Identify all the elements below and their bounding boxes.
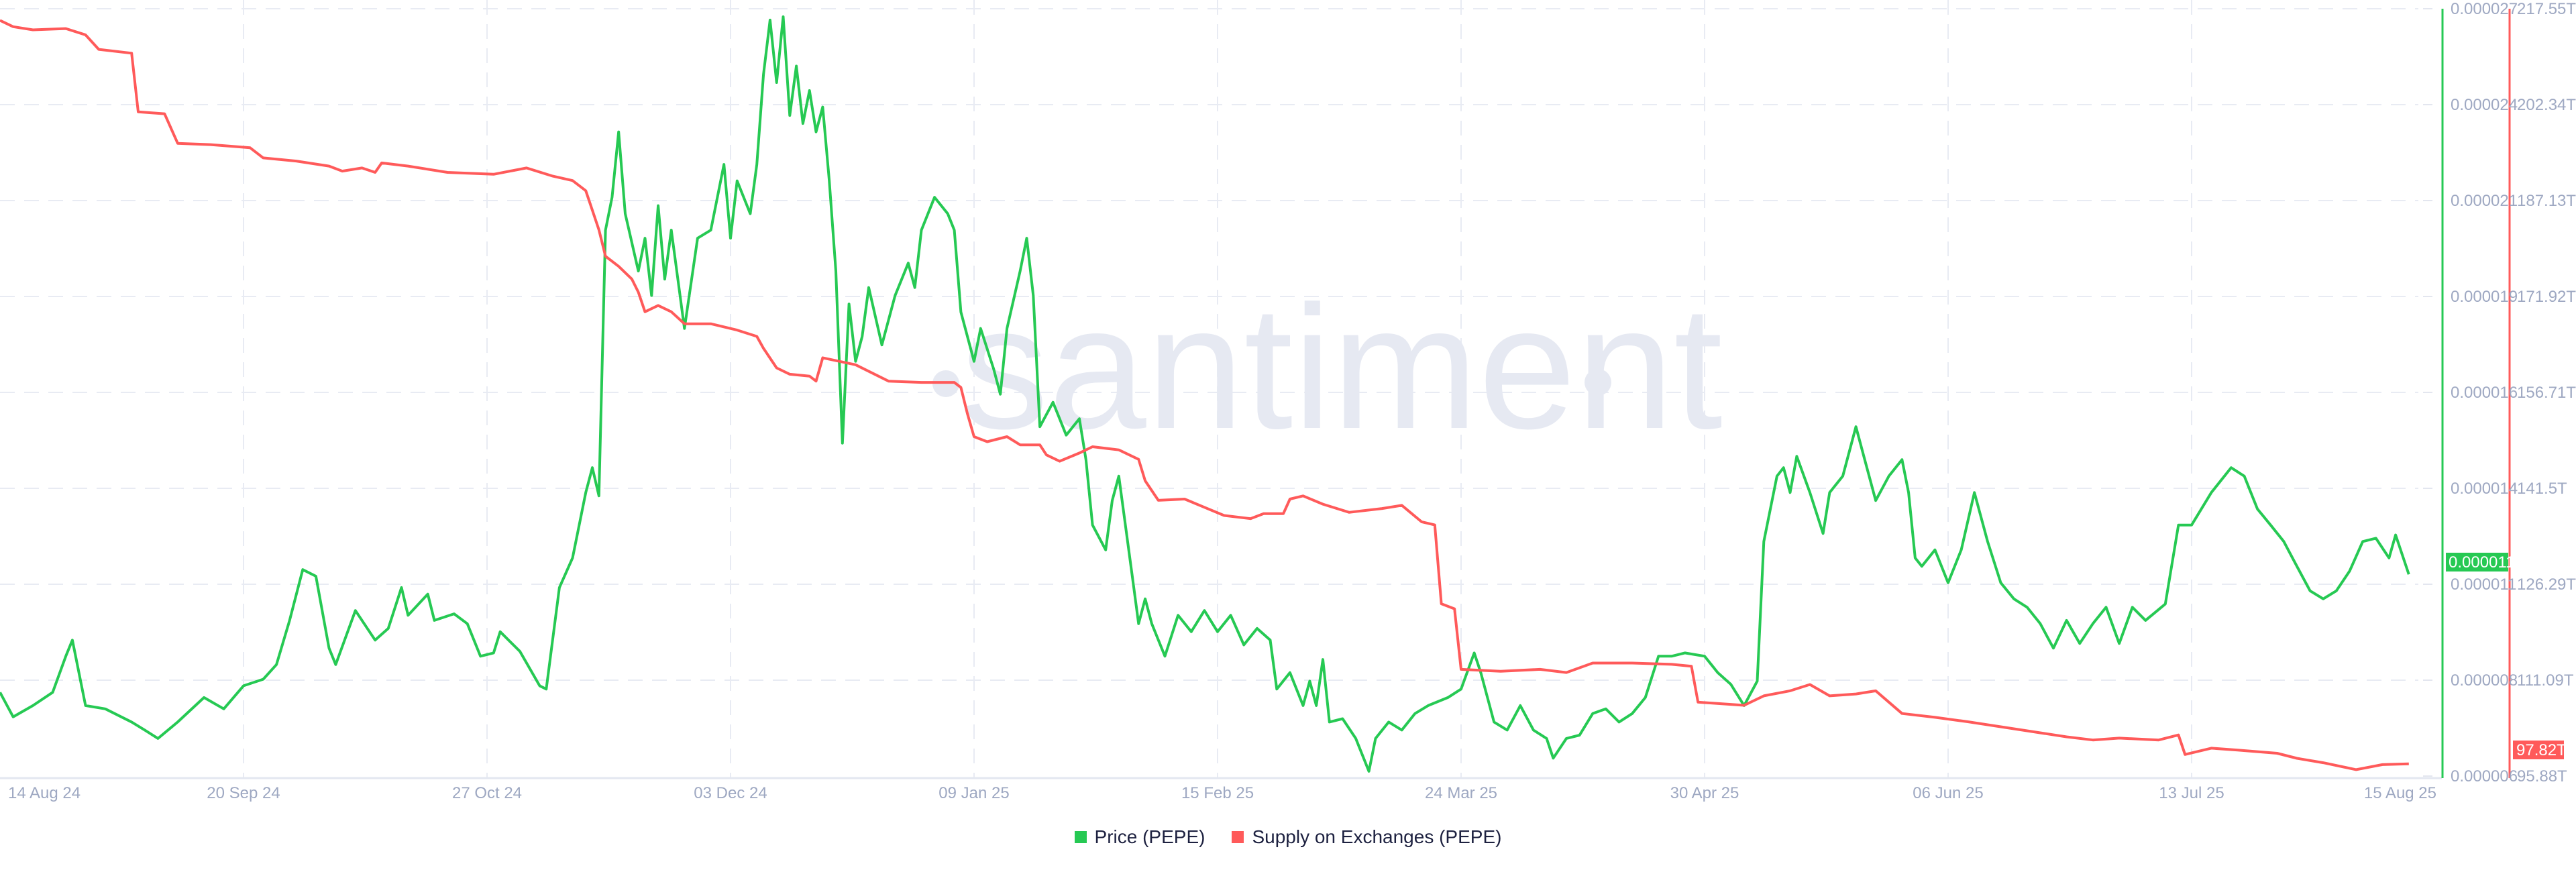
legend: Price (PEPE) Supply on Exchanges (PEPE) (0, 826, 2576, 848)
supply-tick-label: 217.55T (2517, 0, 2576, 18)
supply-tick-label: 156.71T (2517, 384, 2576, 402)
axes: 14 Aug 24 20 Sep 24 27 Oct 24 03 Dec 24 09 J… (0, 0, 2576, 802)
x-tick-label: 20 Sep 24 (207, 784, 280, 802)
x-tick-label: 14 Aug 24 (8, 784, 80, 802)
supply-tick-label: 141.5T (2517, 480, 2567, 498)
price-tick-label: 0.000019 (2451, 288, 2518, 306)
santiment-watermark: santiment (932, 269, 1723, 466)
grid (0, 0, 2432, 778)
price-swatch-icon (1074, 831, 1087, 843)
x-tick-label: 15 Feb 25 (1181, 784, 1254, 802)
supply-tick-label: 111.09T (2517, 671, 2574, 690)
supply-current-value: 97.82T (2516, 741, 2567, 759)
price-tick-label: 0.000016 (2451, 384, 2518, 402)
supply-tick-label: 187.13T (2517, 192, 2576, 210)
supply-tick-label: 126.29T (2517, 576, 2576, 594)
x-tick-label: 27 Oct 24 (452, 784, 522, 802)
x-tick-label: 03 Dec 24 (694, 784, 767, 802)
price-tick-label: 0.000006 (2451, 767, 2518, 785)
legend-label: Price (PEPE) (1094, 826, 1205, 847)
price-tick-label: 0.000024 (2451, 96, 2518, 114)
price-line (0, 15, 2410, 773)
x-tick-label: 13 Jul 25 (2159, 784, 2224, 802)
price-current-value: 0.000011 (2449, 553, 2514, 571)
x-tick-label: 06 Jun 25 (1913, 784, 1983, 802)
x-tick-label: 24 Mar 25 (1425, 784, 1497, 802)
x-tick-label: 15 Aug 25 (2364, 784, 2436, 802)
price-tick-label: 0.000027 (2451, 0, 2518, 18)
supply-current-badge (2513, 741, 2564, 759)
legend-item-price[interactable]: Price (PEPE) (1074, 826, 1205, 848)
supply-line (0, 19, 2409, 771)
legend-label: Supply on Exchanges (PEPE) (1252, 826, 1502, 847)
price-current-badge (2446, 553, 2508, 571)
price-tick-label: 0.000011 (2451, 576, 2516, 594)
price-tick-label: 0.000008 (2451, 671, 2518, 690)
supply-swatch-icon (1232, 831, 1244, 843)
x-tick-label: 30 Apr 25 (1670, 784, 1739, 802)
watermark-dot-icon (1585, 369, 1611, 396)
price-tick-label: 0.000021 (2451, 192, 2518, 210)
x-tick-label: 09 Jan 25 (938, 784, 1009, 802)
price-tick-label: 0.000014 (2451, 480, 2518, 498)
supply-tick-label: 95.88T (2517, 767, 2567, 785)
supply-tick-label: 202.34T (2517, 96, 2576, 114)
legend-item-supply[interactable]: Supply on Exchanges (PEPE) (1232, 826, 1501, 848)
series-layer (0, 15, 2410, 773)
supply-tick-label: 171.92T (2517, 288, 2576, 306)
watermark-text: santiment (961, 269, 1723, 466)
